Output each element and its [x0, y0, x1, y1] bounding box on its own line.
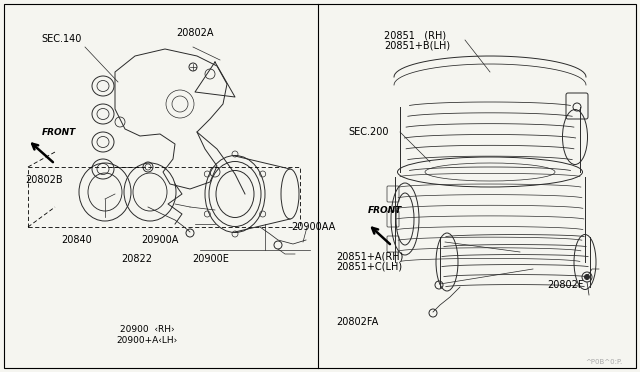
Text: 20802A: 20802A: [176, 28, 214, 38]
Text: 20851+C(LH): 20851+C(LH): [336, 262, 402, 272]
Text: SEC.200: SEC.200: [349, 127, 389, 137]
Text: 20851+A(RH): 20851+A(RH): [336, 252, 403, 262]
Text: 20900+A‹LH›: 20900+A‹LH›: [116, 336, 178, 345]
Text: 20900A: 20900A: [141, 235, 178, 245]
Text: 20822: 20822: [122, 254, 152, 263]
Text: FRONT: FRONT: [368, 206, 403, 215]
Text: 20900  ‹RH›: 20900 ‹RH›: [120, 325, 175, 334]
Text: 20851+B(LH): 20851+B(LH): [384, 41, 450, 50]
Text: 20840: 20840: [61, 235, 92, 245]
Circle shape: [584, 275, 589, 279]
Text: 20802FA: 20802FA: [336, 317, 378, 327]
Text: 20900E: 20900E: [192, 254, 229, 263]
Text: 20851   (RH): 20851 (RH): [384, 31, 446, 40]
Text: ^P0B^0:P.: ^P0B^0:P.: [586, 359, 623, 365]
Text: 20802B: 20802B: [26, 176, 63, 185]
Text: FRONT: FRONT: [42, 128, 76, 137]
Text: 20802F: 20802F: [547, 280, 584, 289]
Text: SEC.140: SEC.140: [42, 34, 82, 44]
Text: 20900AA: 20900AA: [291, 222, 335, 232]
